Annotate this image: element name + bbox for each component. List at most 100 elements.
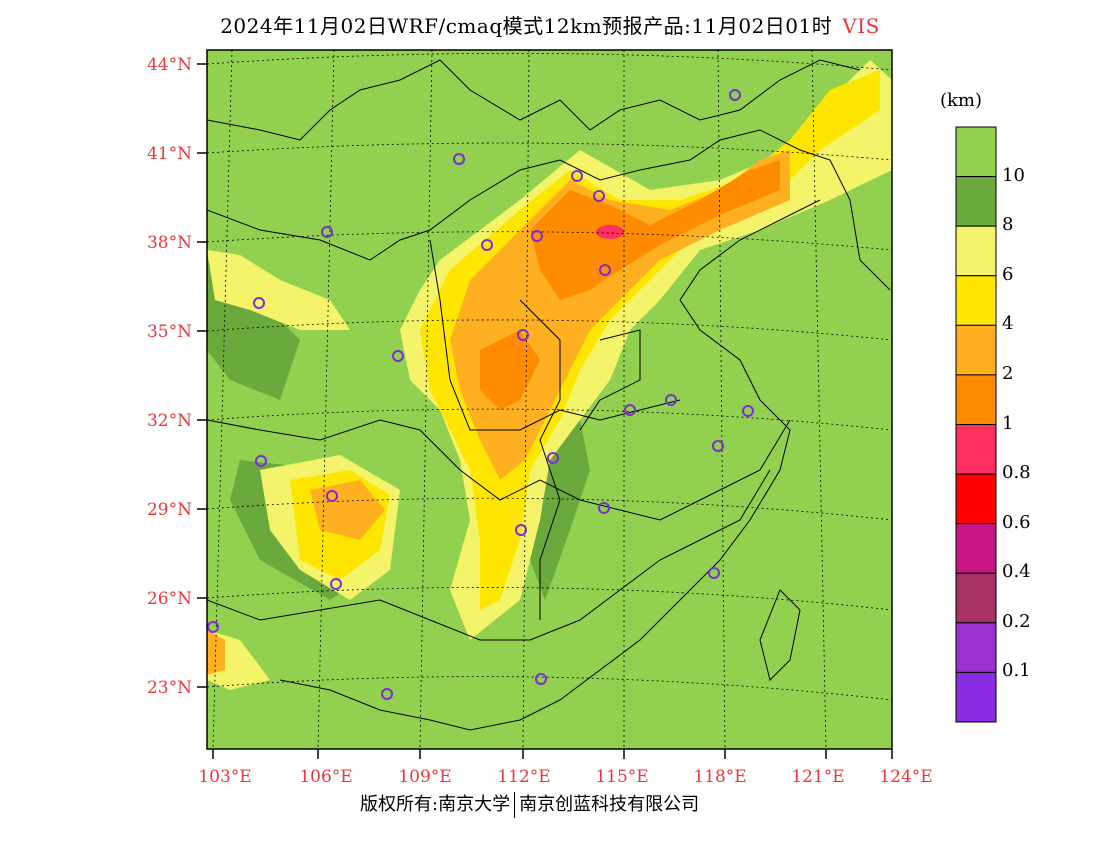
station-markers bbox=[207, 89, 754, 700]
colorbar-swatch bbox=[955, 275, 997, 326]
station-marker bbox=[253, 297, 265, 309]
colorbar-label: 0.4 bbox=[1002, 561, 1031, 583]
boundary-lines bbox=[207, 59, 891, 731]
colorbar-swatch bbox=[955, 572, 997, 624]
station-marker bbox=[481, 239, 493, 251]
province-boundary bbox=[207, 59, 861, 141]
colorbar-swatch bbox=[955, 176, 997, 227]
station-marker bbox=[729, 89, 741, 101]
station-marker bbox=[321, 226, 333, 238]
title-text: 2024年11月02日WRF/cmaq模式12km预报产品:11月02日01时 bbox=[220, 14, 833, 38]
graticule bbox=[207, 50, 892, 749]
station-marker bbox=[598, 502, 610, 514]
colorbar-label: 6 bbox=[1002, 263, 1014, 285]
copyright-right: 南京创蓝科技有限公司 bbox=[519, 794, 700, 815]
colorbar-label: 0.2 bbox=[1002, 610, 1031, 632]
lat-label: 26°N bbox=[147, 589, 192, 609]
colorbar-swatch bbox=[955, 324, 997, 376]
station-marker bbox=[599, 264, 611, 276]
colorbar-label: 8 bbox=[1002, 214, 1014, 236]
lat-label: 32°N bbox=[147, 411, 192, 431]
station-marker bbox=[547, 452, 559, 464]
axis-ticks bbox=[197, 63, 893, 759]
station-marker bbox=[624, 404, 636, 416]
station-marker bbox=[330, 578, 342, 590]
province-boundary bbox=[207, 129, 891, 291]
grid-lon-121 bbox=[811, 50, 827, 749]
station-marker bbox=[207, 621, 219, 633]
colorbar-swatch bbox=[955, 374, 997, 425]
station-marker bbox=[255, 455, 267, 467]
lon-label: 121°E bbox=[791, 767, 844, 787]
lat-label: 29°N bbox=[147, 500, 192, 520]
colorbar-label: 1 bbox=[1002, 412, 1014, 434]
field-band-1 bbox=[480, 330, 540, 410]
copyright-left: 版权所有:南京大学 bbox=[360, 794, 511, 815]
lon-label: 124°E bbox=[879, 767, 932, 787]
station-marker bbox=[531, 230, 543, 242]
lon-label: 112°E bbox=[497, 767, 550, 787]
province-boundary bbox=[207, 469, 771, 641]
field-band-2 bbox=[310, 480, 385, 540]
station-marker bbox=[665, 394, 677, 406]
field-band-6 bbox=[207, 250, 350, 330]
station-marker bbox=[571, 170, 583, 182]
colorbar-label: 2 bbox=[1002, 362, 1014, 384]
colorbar-swatch bbox=[955, 225, 997, 277]
colorbar-label: 4 bbox=[1002, 313, 1014, 335]
colorbar-label: 0.6 bbox=[1002, 511, 1031, 533]
map-frame bbox=[206, 49, 893, 750]
grid-lon-106 bbox=[317, 50, 335, 749]
province-boundary bbox=[519, 299, 561, 620]
station-marker bbox=[326, 490, 338, 502]
station-marker bbox=[517, 329, 529, 341]
colorbar-swatch bbox=[955, 424, 997, 475]
colorbar-label: 0.8 bbox=[1002, 462, 1031, 484]
lon-label: 109°E bbox=[398, 767, 451, 787]
station-marker bbox=[712, 440, 724, 452]
colorbar-swatch bbox=[955, 523, 997, 574]
lat-label: 44°N bbox=[147, 55, 192, 75]
colorbar-swatch bbox=[955, 473, 997, 525]
taiwan-island bbox=[759, 589, 801, 681]
station-marker bbox=[535, 673, 547, 685]
copyright-separator bbox=[514, 792, 516, 818]
station-marker bbox=[515, 524, 527, 536]
grid-lon-109 bbox=[419, 50, 433, 749]
lat-label: 35°N bbox=[147, 322, 192, 342]
station-marker bbox=[453, 153, 465, 165]
colorbar-swatch bbox=[955, 126, 997, 178]
field-band-0-8 bbox=[596, 225, 624, 239]
lat-label: 38°N bbox=[147, 233, 192, 253]
station-marker bbox=[708, 567, 720, 579]
province-boundary bbox=[207, 419, 791, 521]
variable-name: VIS bbox=[842, 14, 880, 38]
field-band-4 bbox=[420, 70, 880, 610]
colorbar-swatch bbox=[955, 671, 997, 723]
station-marker bbox=[593, 190, 605, 202]
station-marker bbox=[381, 688, 393, 700]
colorbar-unit: (km) bbox=[940, 90, 983, 111]
lon-label: 118°E bbox=[693, 767, 746, 787]
colorbar bbox=[955, 126, 997, 723]
copyright: 版权所有:南京大学 南京创蓝科技有限公司 bbox=[360, 790, 699, 818]
grid-lon-112 bbox=[522, 50, 530, 749]
station-marker bbox=[742, 405, 754, 417]
lon-label: 106°E bbox=[299, 767, 352, 787]
colorbar-label: 10 bbox=[1002, 164, 1025, 186]
field-layer bbox=[207, 50, 892, 749]
chart-title: 2024年11月02日WRF/cmaq模式12km预报产品:11月02日01时 V… bbox=[0, 10, 1100, 39]
lat-label: 41°N bbox=[147, 144, 192, 164]
colorbar-swatch bbox=[955, 622, 997, 673]
grid-lon-103 bbox=[212, 50, 233, 749]
station-marker bbox=[392, 350, 404, 362]
field-band-2 bbox=[207, 630, 225, 675]
coastline bbox=[279, 199, 821, 731]
lat-label: 23°N bbox=[147, 678, 192, 698]
lon-label: 103°E bbox=[198, 767, 251, 787]
lon-label: 115°E bbox=[595, 767, 648, 787]
field-band-1 bbox=[530, 160, 780, 300]
grid-lon-118 bbox=[717, 50, 726, 749]
colorbar-label: 0.1 bbox=[1002, 660, 1031, 682]
